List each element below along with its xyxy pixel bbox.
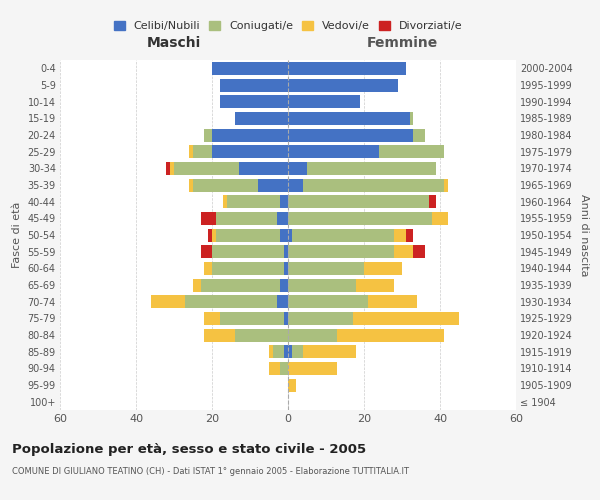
Bar	[356, 278, 394, 291]
Bar	[212, 128, 288, 141]
Bar	[235, 328, 288, 342]
Bar	[200, 278, 280, 291]
Bar	[288, 212, 433, 225]
Bar	[216, 228, 280, 241]
Bar	[288, 245, 394, 258]
Bar	[288, 95, 360, 108]
Bar	[200, 212, 216, 225]
Bar	[151, 295, 185, 308]
Bar	[413, 128, 425, 141]
Bar	[303, 345, 356, 358]
Bar	[288, 378, 296, 392]
Bar	[189, 178, 193, 192]
Bar	[277, 295, 288, 308]
Bar	[307, 162, 436, 175]
Bar	[353, 312, 459, 325]
Bar	[212, 262, 284, 275]
Bar	[280, 278, 288, 291]
Y-axis label: Fasce di età: Fasce di età	[12, 202, 22, 268]
Bar	[288, 278, 356, 291]
Bar	[288, 162, 307, 175]
Bar	[212, 145, 288, 158]
Bar	[284, 245, 288, 258]
Bar	[208, 228, 212, 241]
Bar	[280, 195, 288, 208]
Bar	[239, 162, 288, 175]
Bar	[413, 245, 425, 258]
Bar	[284, 262, 288, 275]
Bar	[216, 212, 277, 225]
Bar	[288, 345, 292, 358]
Bar	[227, 195, 280, 208]
Bar	[220, 95, 288, 108]
Bar	[444, 178, 448, 192]
Bar	[269, 345, 273, 358]
Bar	[288, 128, 413, 141]
Bar	[292, 345, 303, 358]
Y-axis label: Anni di nascita: Anni di nascita	[578, 194, 589, 276]
Bar	[269, 362, 280, 375]
Text: COMUNE DI GIULIANO TEATINO (CH) - Dati ISTAT 1° gennaio 2005 - Elaborazione TUTT: COMUNE DI GIULIANO TEATINO (CH) - Dati I…	[12, 468, 409, 476]
Bar	[193, 278, 200, 291]
Bar	[174, 162, 239, 175]
Text: Popolazione per età, sesso e stato civile - 2005: Popolazione per età, sesso e stato civil…	[12, 442, 366, 456]
Bar	[288, 262, 364, 275]
Bar	[394, 228, 406, 241]
Bar	[428, 195, 436, 208]
Bar	[288, 228, 292, 241]
Text: Maschi: Maschi	[147, 36, 201, 50]
Bar	[205, 312, 220, 325]
Bar	[433, 212, 448, 225]
Bar	[257, 178, 288, 192]
Bar	[280, 362, 288, 375]
Bar	[280, 228, 288, 241]
Bar	[410, 112, 413, 125]
Bar	[368, 295, 417, 308]
Bar	[277, 212, 288, 225]
Bar	[212, 245, 284, 258]
Bar	[379, 145, 444, 158]
Bar	[166, 162, 170, 175]
Bar	[185, 295, 277, 308]
Bar	[220, 78, 288, 92]
Bar	[303, 178, 444, 192]
Bar	[235, 112, 288, 125]
Bar	[288, 178, 303, 192]
Bar	[273, 345, 284, 358]
Bar	[406, 228, 413, 241]
Bar	[170, 162, 174, 175]
Bar	[284, 345, 288, 358]
Bar	[394, 245, 413, 258]
Bar	[212, 62, 288, 75]
Bar	[288, 295, 368, 308]
Legend: Celibi/Nubili, Coniugati/e, Vedovi/e, Divorziati/e: Celibi/Nubili, Coniugati/e, Vedovi/e, Di…	[109, 16, 467, 36]
Bar	[288, 328, 337, 342]
Bar	[193, 178, 257, 192]
Bar	[205, 262, 212, 275]
Bar	[292, 228, 394, 241]
Bar	[288, 78, 398, 92]
Bar	[205, 328, 235, 342]
Bar	[189, 145, 193, 158]
Bar	[200, 245, 212, 258]
Bar	[288, 62, 406, 75]
Bar	[288, 195, 428, 208]
Bar	[223, 195, 227, 208]
Bar	[364, 262, 402, 275]
Bar	[337, 328, 444, 342]
Bar	[288, 145, 379, 158]
Bar	[220, 312, 284, 325]
Text: Femmine: Femmine	[367, 36, 437, 50]
Bar	[212, 228, 216, 241]
Bar	[288, 112, 410, 125]
Bar	[284, 312, 288, 325]
Bar	[205, 128, 212, 141]
Bar	[288, 362, 337, 375]
Bar	[288, 312, 353, 325]
Bar	[193, 145, 212, 158]
